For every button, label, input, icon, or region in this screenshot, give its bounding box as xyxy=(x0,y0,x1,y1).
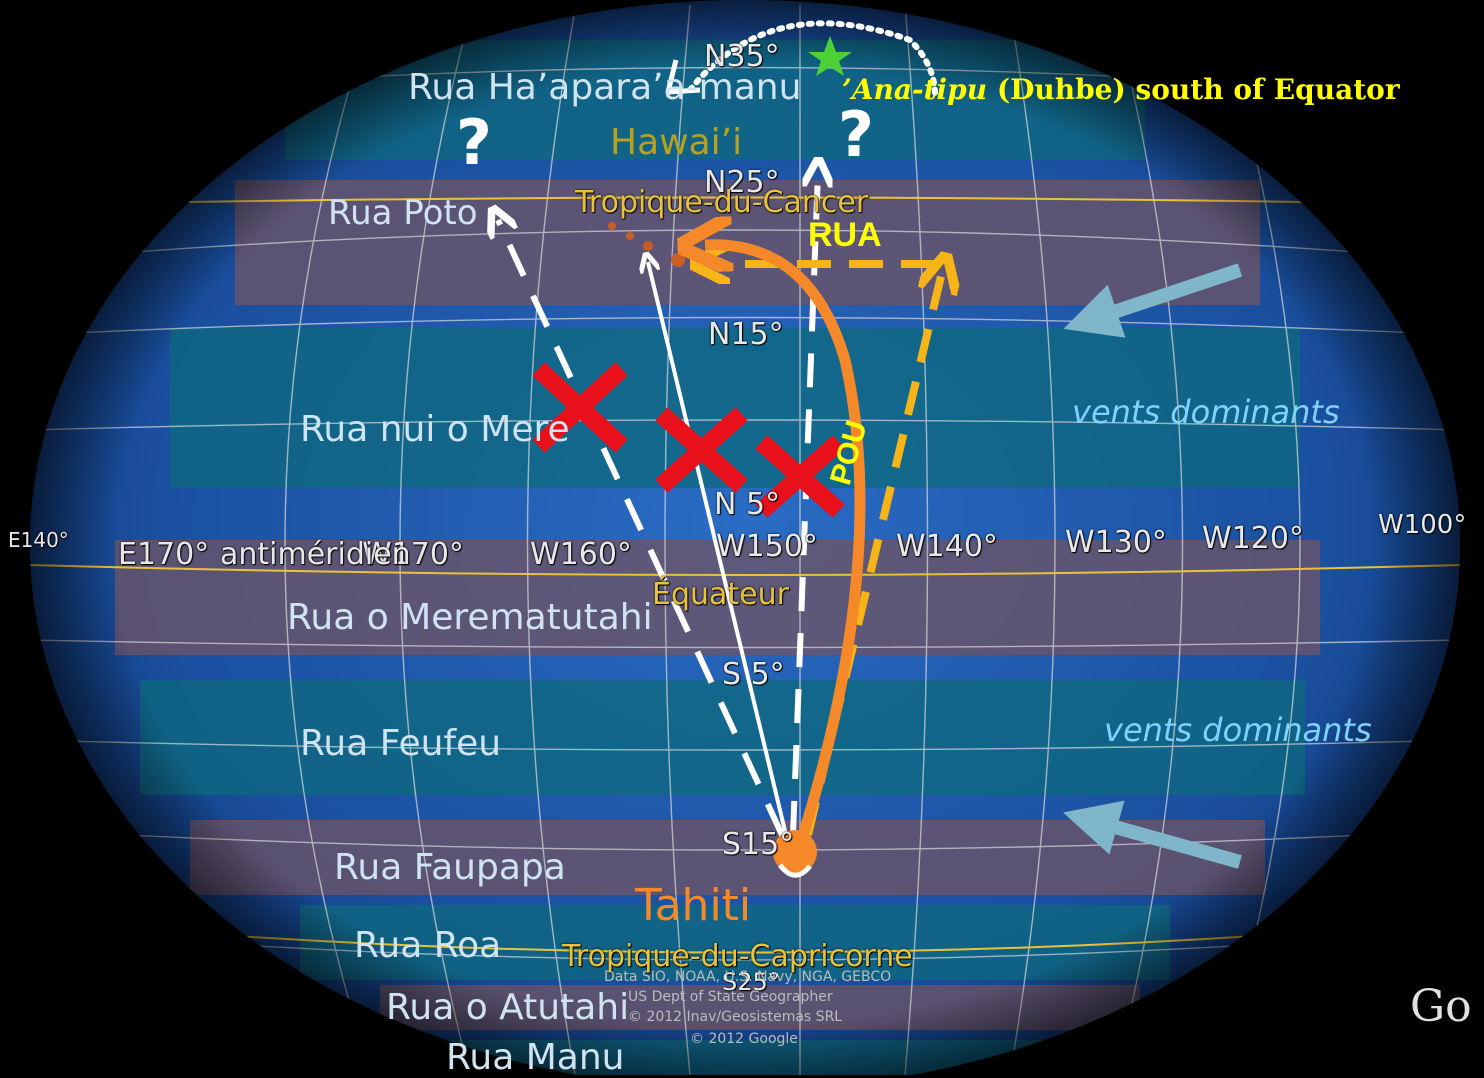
label-rua: RUA xyxy=(808,216,882,254)
tahiti-marker xyxy=(773,830,817,874)
lat-s25: S25° xyxy=(722,968,780,996)
wind-arrows xyxy=(1063,263,1243,869)
wind-label-north: vents dominants xyxy=(1072,393,1340,431)
wind-arrow-north xyxy=(1063,263,1243,338)
question-mark-left: ? xyxy=(456,106,492,179)
credit-inav: © 2012 Inav/Geosistemas SRL xyxy=(628,1009,843,1025)
route-yellow-dashed-north xyxy=(804,272,942,836)
lon-e170: E170° xyxy=(118,537,210,572)
lon-w100: W100° xyxy=(1378,510,1467,540)
band-label-rua-haaparaamanu: Rua Ha’apara’a-manu xyxy=(408,67,802,108)
lon-w140: W140° xyxy=(896,529,998,564)
lon-w170: W170° xyxy=(362,537,464,572)
star-name: ’Ana-tipu xyxy=(842,73,988,106)
band-label-rua-manu: Rua Manu xyxy=(446,1037,625,1078)
star-description: (Duhbe) south of Equator xyxy=(987,73,1400,106)
band-label-rua-roa: Rua Roa xyxy=(354,925,502,966)
lat-n5: N 5° xyxy=(714,487,781,522)
band-label-rua-faupapa: Rua Faupapa xyxy=(334,847,566,888)
route-orange-curve xyxy=(705,245,866,847)
star xyxy=(808,36,852,76)
question-mark-right: ? xyxy=(838,98,874,171)
band-label-rua-feufeu: Rua Feufeu xyxy=(300,723,502,764)
route-white-dashed-left xyxy=(498,220,785,837)
label-tropic-of-cancer: Tropique-du-Cancer xyxy=(575,185,869,220)
label-tropic-of-capricorn: Tropique-du-Capricorne xyxy=(562,939,913,974)
place-tahiti: Tahiti xyxy=(635,880,752,931)
label-equator: Équateur xyxy=(652,577,789,612)
lat-s5: S 5° xyxy=(722,657,785,692)
lon-w120: W120° xyxy=(1202,521,1304,556)
wind-arrow-south xyxy=(1063,800,1242,869)
lon-e140: E140° xyxy=(8,528,69,552)
credit-state: US Dept of State Geographer xyxy=(628,989,833,1005)
credit-google: © 2012 Google xyxy=(690,1031,798,1047)
lat-n25: N25° xyxy=(704,165,780,200)
lat-n15: N15° xyxy=(708,317,784,352)
lat-s15: S15° xyxy=(722,827,795,862)
google-logo: Go xyxy=(1410,981,1472,1032)
lon-w160: W160° xyxy=(530,537,632,572)
cross-icon xyxy=(532,362,628,453)
place-hawaii: Hawai’i xyxy=(610,122,743,163)
cross-icon xyxy=(655,407,748,493)
band-label-rua-o-atutahi: Rua o Atutahi xyxy=(386,987,630,1028)
credit-data: Data SIO, NOAA, U.S. Navy, NGA, GEBCO xyxy=(604,969,892,985)
lon-w130: W130° xyxy=(1065,525,1167,560)
label-antimeridian: antiméridien xyxy=(220,537,411,572)
red-crosses xyxy=(532,362,845,518)
band-label-rua-nui-o-mere: Rua nui o Mere xyxy=(300,409,570,450)
cross-icon xyxy=(755,435,845,518)
lon-w150: W150° xyxy=(716,529,818,564)
wind-label-south: vents dominants xyxy=(1104,711,1372,749)
star-arc xyxy=(687,20,938,98)
star-title: ’Ana-tipu (Duhbe) south of Equator xyxy=(842,76,1400,104)
routes xyxy=(498,172,942,878)
band-label-rua-o-merematutahi: Rua o Merematutahi xyxy=(287,597,653,638)
lat-n35: N35° xyxy=(704,39,780,74)
band-label-rua-poto: Rua Poto xyxy=(328,193,478,233)
star-arc-head xyxy=(665,59,701,95)
route-white-solid xyxy=(648,262,788,836)
